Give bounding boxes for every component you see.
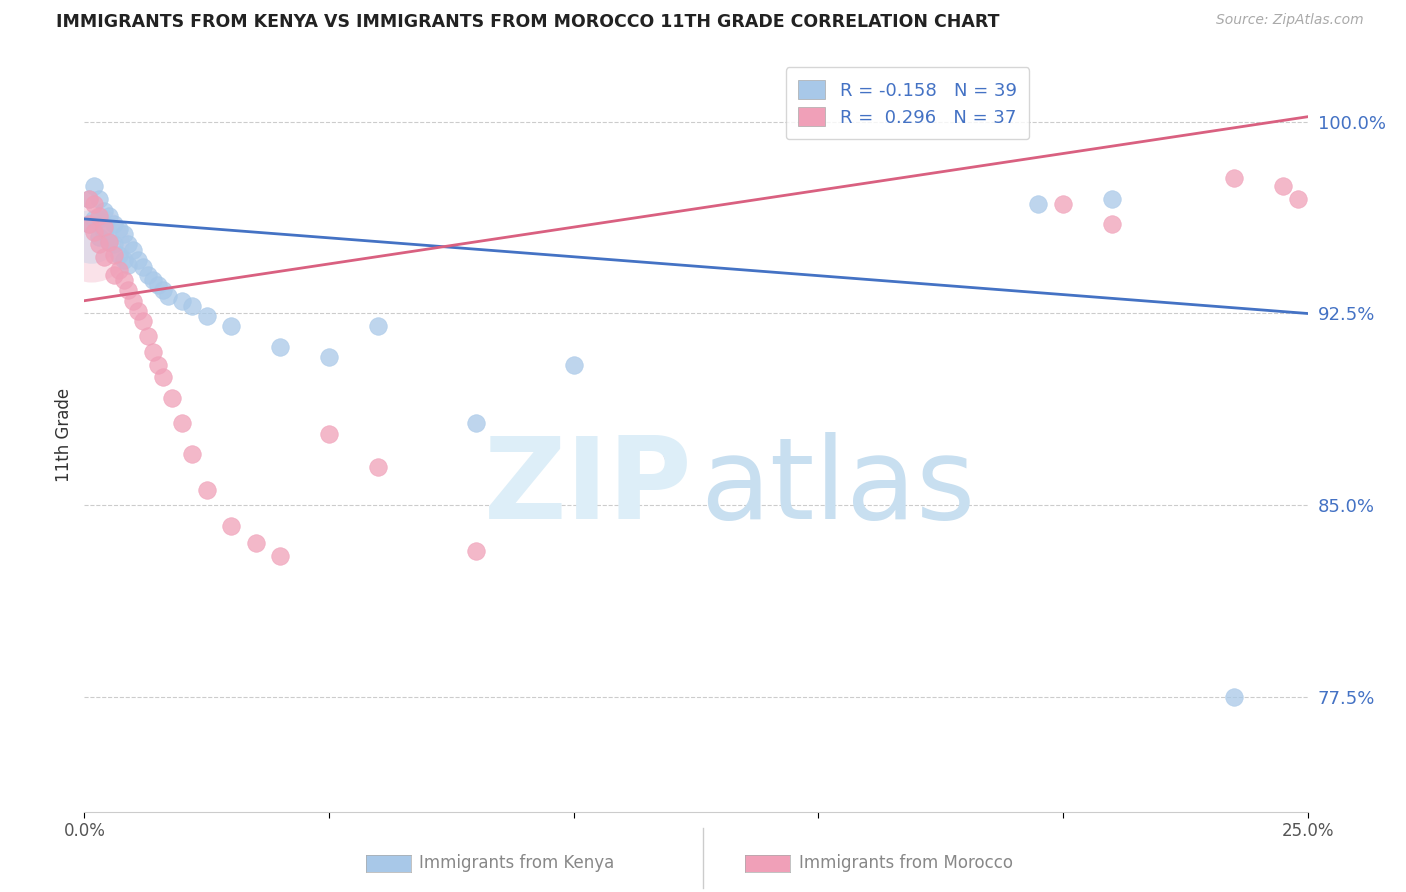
- Point: [269, 549, 291, 564]
- Point: [77, 217, 100, 231]
- Point: [103, 237, 125, 252]
- Point: [1028, 196, 1050, 211]
- Point: [83, 178, 105, 193]
- Point: [1101, 217, 1123, 231]
- Point: [1101, 192, 1123, 206]
- Point: [367, 459, 389, 474]
- Point: [103, 268, 125, 282]
- Point: [156, 288, 179, 302]
- Point: [93, 250, 115, 264]
- Text: atlas: atlas: [700, 432, 974, 543]
- Point: [1223, 171, 1246, 186]
- Point: [83, 225, 105, 239]
- Point: [142, 344, 165, 359]
- Point: [83, 196, 105, 211]
- Point: [132, 314, 155, 328]
- Point: [195, 309, 218, 323]
- Point: [117, 258, 139, 272]
- Legend: R = -0.158   N = 39, R =  0.296   N = 37: R = -0.158 N = 39, R = 0.296 N = 37: [786, 67, 1029, 139]
- Point: [562, 358, 585, 372]
- Point: [245, 536, 267, 550]
- Point: [1286, 192, 1309, 206]
- Point: [1272, 178, 1295, 193]
- Point: [103, 217, 125, 231]
- Point: [93, 219, 115, 234]
- Point: [80, 230, 103, 244]
- Point: [97, 235, 120, 249]
- Point: [80, 237, 103, 252]
- Point: [87, 230, 110, 244]
- Point: [122, 293, 145, 308]
- Point: [219, 319, 242, 334]
- Point: [318, 350, 340, 364]
- Point: [172, 293, 194, 308]
- Point: [107, 222, 129, 236]
- Point: [112, 227, 135, 242]
- Point: [77, 217, 100, 231]
- Text: Source: ZipAtlas.com: Source: ZipAtlas.com: [1216, 13, 1364, 28]
- Point: [162, 391, 184, 405]
- Point: [127, 252, 149, 267]
- Point: [97, 210, 120, 224]
- Point: [146, 278, 169, 293]
- Point: [93, 204, 115, 219]
- Point: [117, 284, 139, 298]
- Point: [136, 268, 159, 282]
- Point: [87, 211, 110, 226]
- Point: [77, 192, 100, 206]
- Text: IMMIGRANTS FROM KENYA VS IMMIGRANTS FROM MOROCCO 11TH GRADE CORRELATION CHART: IMMIGRANTS FROM KENYA VS IMMIGRANTS FROM…: [56, 13, 1000, 31]
- Point: [112, 252, 135, 267]
- Point: [269, 340, 291, 354]
- Point: [152, 284, 174, 298]
- Point: [132, 260, 155, 275]
- Point: [112, 273, 135, 287]
- Point: [136, 329, 159, 343]
- Point: [83, 211, 105, 226]
- Point: [142, 273, 165, 287]
- Point: [1223, 690, 1246, 704]
- Point: [103, 248, 125, 262]
- Point: [181, 299, 204, 313]
- Point: [195, 483, 218, 497]
- Point: [77, 192, 100, 206]
- Y-axis label: 11th Grade: 11th Grade: [55, 388, 73, 482]
- Point: [152, 370, 174, 384]
- Point: [661, 447, 683, 461]
- Text: ZIP: ZIP: [484, 432, 692, 543]
- Point: [127, 304, 149, 318]
- Point: [464, 544, 486, 558]
- Text: Immigrants from Morocco: Immigrants from Morocco: [799, 855, 1012, 872]
- Point: [318, 426, 340, 441]
- Point: [219, 518, 242, 533]
- Point: [464, 417, 486, 431]
- Point: [122, 243, 145, 257]
- Point: [181, 447, 204, 461]
- Point: [107, 248, 129, 262]
- Point: [146, 358, 169, 372]
- Point: [172, 417, 194, 431]
- Point: [97, 235, 120, 249]
- Point: [87, 192, 110, 206]
- Point: [93, 225, 115, 239]
- Text: Immigrants from Kenya: Immigrants from Kenya: [419, 855, 614, 872]
- Point: [107, 263, 129, 277]
- Point: [367, 319, 389, 334]
- Point: [1052, 196, 1074, 211]
- Point: [87, 210, 110, 224]
- Point: [117, 237, 139, 252]
- Point: [87, 237, 110, 252]
